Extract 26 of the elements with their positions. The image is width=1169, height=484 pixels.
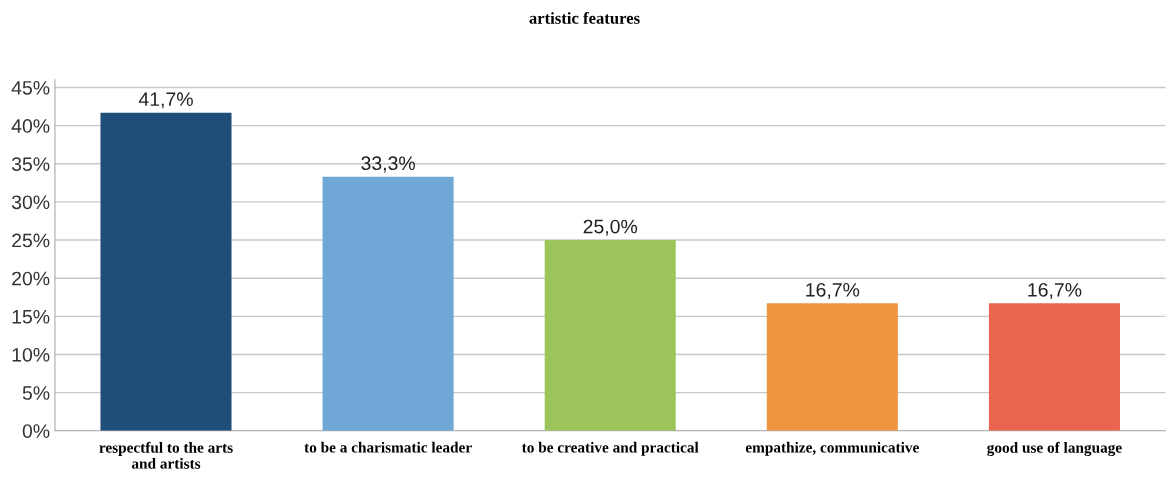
data-label: 16,7%	[806, 282, 860, 300]
bar	[100, 112, 232, 431]
bar	[988, 303, 1120, 431]
y-tick-label: 20%	[12, 271, 50, 286]
y-tick-label: 35%	[11, 157, 50, 172]
y-tick-label: 0%	[22, 424, 50, 438]
chart-title: artistic features	[529, 11, 640, 24]
data-label: 25,0%	[583, 219, 638, 236]
x-tick-label: to be a charismatic leader	[304, 441, 472, 453]
data-label: 16,7%	[1028, 282, 1082, 300]
y-tick-label: 40%	[11, 119, 50, 133]
bar	[544, 240, 676, 431]
data-label: 33,3%	[361, 156, 415, 173]
y-tick-label: 25%	[12, 233, 50, 248]
x-tick-label: empathize, communicative	[745, 441, 919, 456]
x-tick-label: to be creative and practical	[521, 441, 699, 456]
data-label: 41,7%	[138, 92, 193, 109]
y-tick-label: 10%	[12, 347, 50, 362]
x-tick-label: good use of language	[987, 441, 1122, 456]
bar	[322, 176, 454, 431]
y-tick-label: 30%	[11, 195, 50, 210]
y-tick-label: 45%	[11, 81, 50, 95]
x-tick-label: respectful to the arts and artists	[99, 441, 233, 469]
bar	[766, 303, 898, 431]
y-tick-label: 15%	[12, 309, 50, 324]
y-tick-label: 5%	[22, 386, 50, 400]
